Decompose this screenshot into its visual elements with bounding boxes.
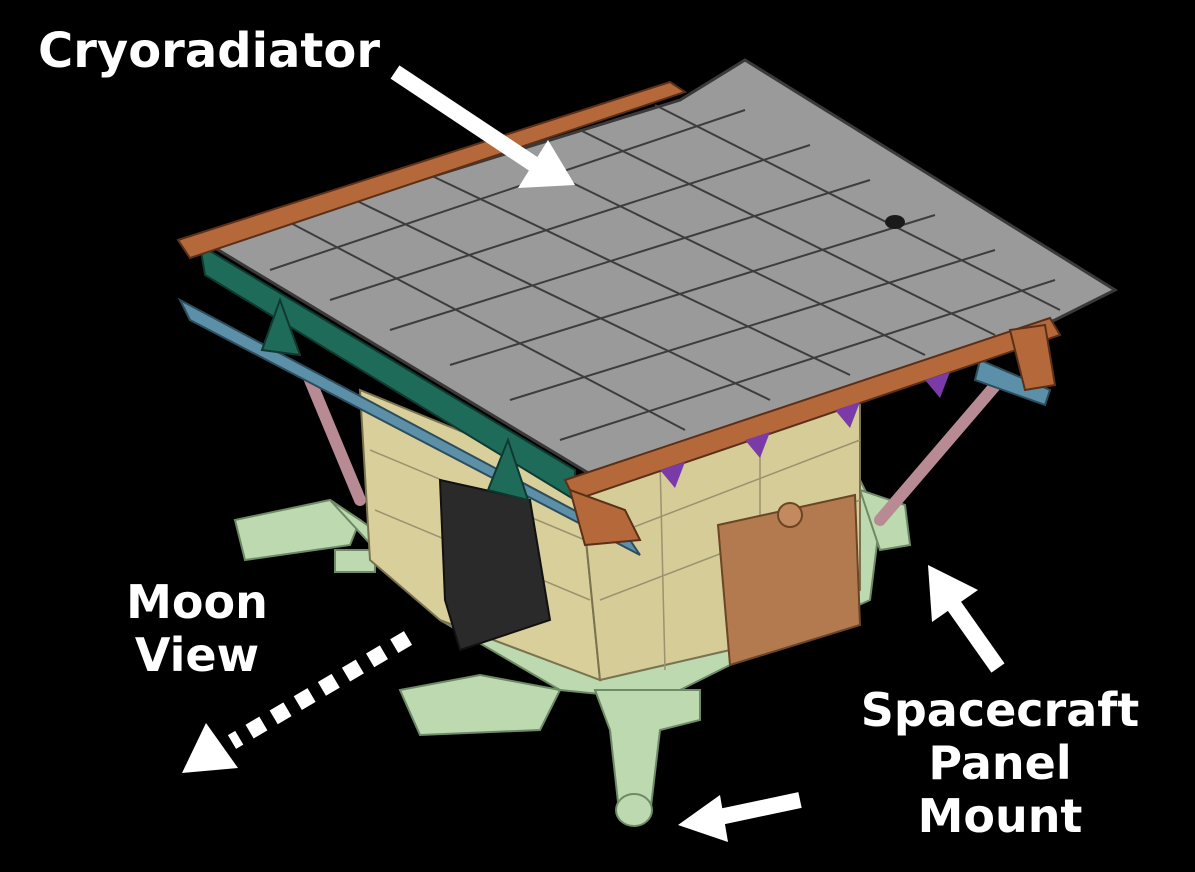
spacecraft-mount-arrow-left xyxy=(678,792,802,842)
moon-view-arrow xyxy=(182,631,413,773)
electronics-box xyxy=(716,493,862,667)
spacecraft-line-2: Panel Mount xyxy=(917,735,1083,843)
spacecraft-mount-arrow-up xyxy=(928,565,1005,673)
cryoradiator-label: Cryoradiator xyxy=(38,23,381,79)
spacecraft-line-1: Spacecraft xyxy=(860,683,1140,737)
cryoradiator-arrow xyxy=(390,65,575,188)
copper-frame xyxy=(176,80,1062,547)
moon-view-line-2: View xyxy=(134,627,260,682)
radiator-aperture xyxy=(885,215,905,229)
moon-view-line-1: Moon xyxy=(126,575,268,629)
spacecraft-panel-mount-label: Spacecraft Panel Mount xyxy=(840,684,1160,843)
purple-brackets xyxy=(660,372,950,488)
moon-view-label: Moon View xyxy=(112,576,282,682)
green-gussets xyxy=(260,297,530,502)
